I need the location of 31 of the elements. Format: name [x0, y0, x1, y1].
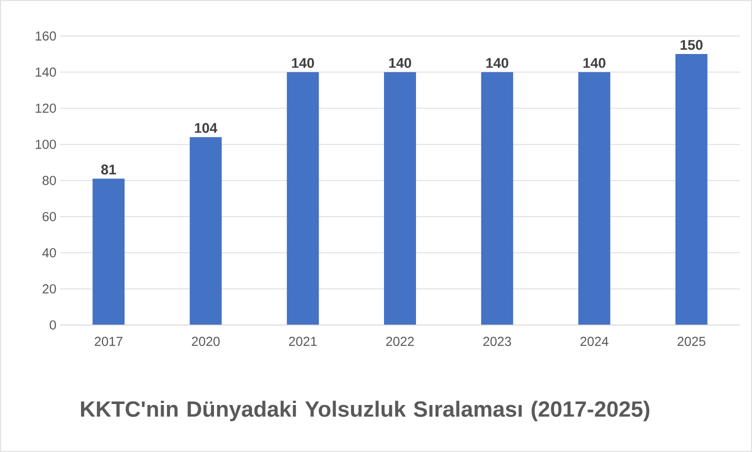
data-label: 140: [583, 58, 606, 68]
x-tick-label: 2017: [94, 336, 122, 346]
y-tick-label: 140: [36, 68, 56, 77]
data-label: 104: [194, 123, 218, 133]
data-label: 140: [292, 58, 314, 68]
bar: [578, 72, 610, 325]
x-tick-label: 2023: [483, 336, 512, 346]
y-tick-label: 160: [36, 31, 56, 41]
bar: [286, 72, 319, 325]
data-label: 140: [486, 58, 508, 68]
y-tick-label: 20: [42, 284, 56, 294]
data-label: 150: [680, 40, 703, 50]
y-tick-label: 0: [50, 320, 56, 330]
y-tick-label: 100: [36, 140, 56, 149]
bar: [92, 178, 125, 325]
text: KKTC'nin Dünyadaki Yolsuzluk Sıralaması (2017-2025): [81, 400, 650, 422]
y-tick-label: 80: [42, 176, 56, 186]
y-tick-label: 60: [42, 212, 56, 222]
bar: [481, 72, 514, 325]
bar: [675, 54, 708, 325]
x-tick-label: 2020: [192, 336, 220, 346]
x-tick-label: 2022: [386, 336, 414, 346]
data-label: 81: [101, 164, 116, 174]
x-tick-label: 2021: [289, 336, 317, 346]
data-label: 140: [389, 58, 412, 68]
y-tick-label: 40: [42, 248, 56, 258]
bar: [190, 137, 222, 325]
y-tick-label: 120: [36, 104, 56, 113]
x-tick-label: 2024: [580, 336, 608, 346]
x-tick-label: 2025: [678, 336, 706, 346]
bar: [384, 72, 416, 325]
